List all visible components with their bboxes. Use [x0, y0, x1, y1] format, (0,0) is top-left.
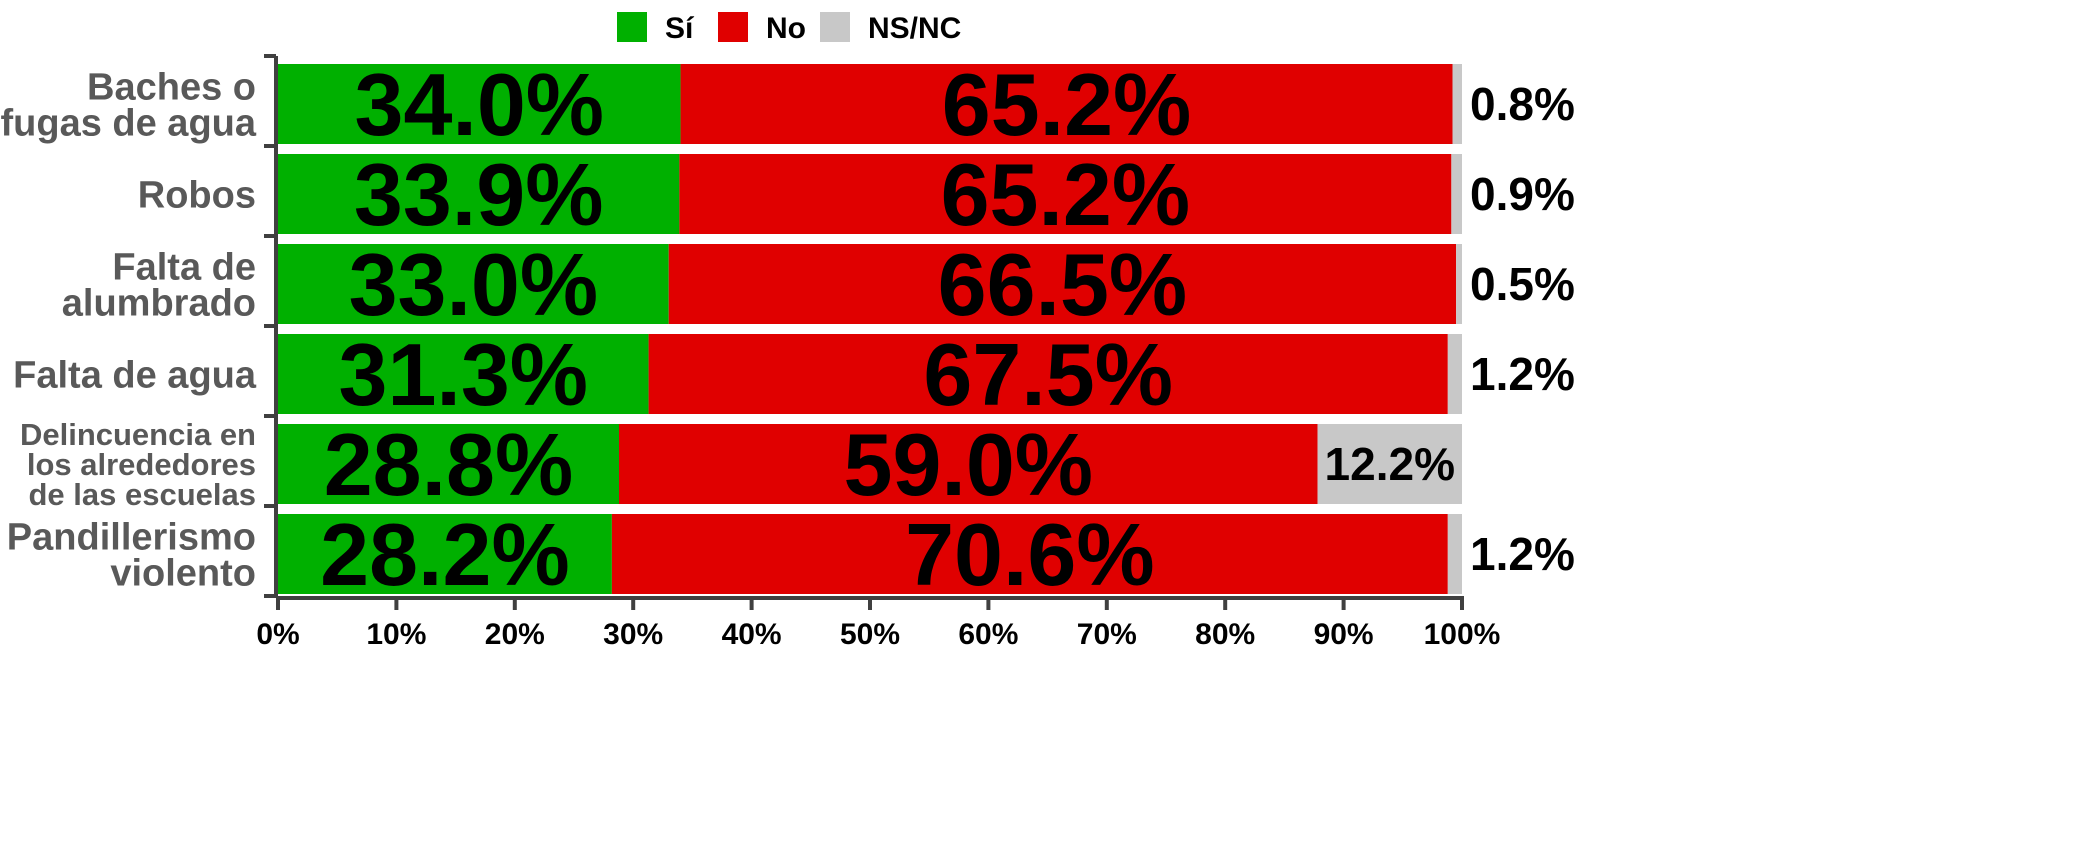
- bar-segment-2-3: [1451, 154, 1462, 234]
- bar-segment-2-2: [679, 154, 1452, 234]
- legend-swatch-3: [820, 12, 850, 42]
- axes: 0% 10% 20% 30% 40% 50% 60% 70% 80% 90% 100%: [256, 54, 1501, 651]
- data-label-6-2: 70.6%: [905, 505, 1155, 604]
- data-label-4-3: 1.2%: [1470, 348, 1575, 400]
- data-label-5-1: 28.8%: [324, 415, 574, 514]
- bar-segment-6-1: [278, 514, 612, 594]
- data-label-4-1: 31.3%: [339, 325, 589, 424]
- category-label-2: Robos: [138, 175, 256, 217]
- data-label-5-3: 12.2%: [1325, 438, 1455, 490]
- bar-segment-4-2: [648, 334, 1448, 414]
- data-label-3-3: 0.5%: [1470, 258, 1575, 310]
- data-label-1-3: 0.8%: [1470, 78, 1575, 130]
- bar-segment-6-3: [1447, 514, 1462, 594]
- x-tick-label-1: 0%: [256, 618, 299, 651]
- category-label-3: Falta de alumbrado: [62, 247, 256, 325]
- bar-segment-6-2: [611, 514, 1448, 594]
- legend-swatch-2: [718, 12, 748, 42]
- x-tick-label-4: 30%: [603, 618, 663, 651]
- data-label-3-1: 33.0%: [349, 235, 599, 334]
- bar-segment-5-1: [278, 424, 619, 504]
- category-label-6: Pandillerismo violento: [7, 517, 256, 595]
- bar-segment-4-1: [278, 334, 649, 414]
- legend-label-1: Sí: [665, 12, 695, 45]
- bar-segment-2-1: [278, 154, 680, 234]
- legend-label-3: NS/NC: [868, 12, 961, 45]
- x-tick-label-9: 80%: [1195, 618, 1255, 651]
- legend-swatch-1: [617, 12, 647, 42]
- data-label-3-2: 66.5%: [938, 235, 1188, 334]
- chart-legend: Sí No NS/NC: [617, 12, 961, 45]
- x-tick-label-7: 60%: [958, 618, 1018, 651]
- bar-segment-5-3: [1317, 424, 1462, 504]
- bar-area: 34.0% 65.2% 0.8% 33.9% 65.2% 0.9% 33.0% 66.5% 0.…: [278, 55, 1575, 604]
- category-label-1: Baches o fugas de agua: [1, 67, 257, 145]
- bar-segment-3-1: [278, 244, 669, 324]
- data-label-6-3: 1.2%: [1470, 528, 1575, 580]
- data-label-5-2: 59.0%: [844, 415, 1094, 514]
- bar-segment-3-3: [1456, 244, 1462, 324]
- category-labels: Baches o fugas de agua Robos Falta de alumbr…: [1, 67, 257, 595]
- bar-segment-5-2: [618, 424, 1318, 504]
- legend-label-2: No: [766, 12, 806, 45]
- x-tick-label-10: 90%: [1314, 618, 1374, 651]
- data-label-2-3: 0.9%: [1470, 168, 1575, 220]
- category-label-5: Delincuencia en los alrededores de las esc…: [20, 417, 256, 512]
- x-tick-label-11: 100%: [1424, 618, 1501, 651]
- data-label-2-1: 33.9%: [354, 145, 604, 244]
- x-tick-label-6: 50%: [840, 618, 900, 651]
- bar-segment-3-2: [668, 244, 1457, 324]
- bar-segment-1-2: [680, 64, 1453, 144]
- bar-segment-4-3: [1447, 334, 1462, 414]
- data-label-1-1: 34.0%: [355, 55, 605, 154]
- data-label-1-2: 65.2%: [942, 55, 1192, 154]
- x-tick-label-2: 10%: [366, 618, 426, 651]
- data-label-6-1: 28.2%: [320, 505, 570, 604]
- bar-segment-1-1: [278, 64, 681, 144]
- bar-segment-1-3: [1452, 64, 1462, 144]
- data-label-4-2: 67.5%: [923, 325, 1173, 424]
- category-label-4: Falta de agua: [13, 355, 257, 397]
- x-tick-label-3: 20%: [485, 618, 545, 651]
- x-tick-label-5: 40%: [722, 618, 782, 651]
- data-label-2-2: 65.2%: [941, 145, 1191, 244]
- x-tick-label-8: 70%: [1077, 618, 1137, 651]
